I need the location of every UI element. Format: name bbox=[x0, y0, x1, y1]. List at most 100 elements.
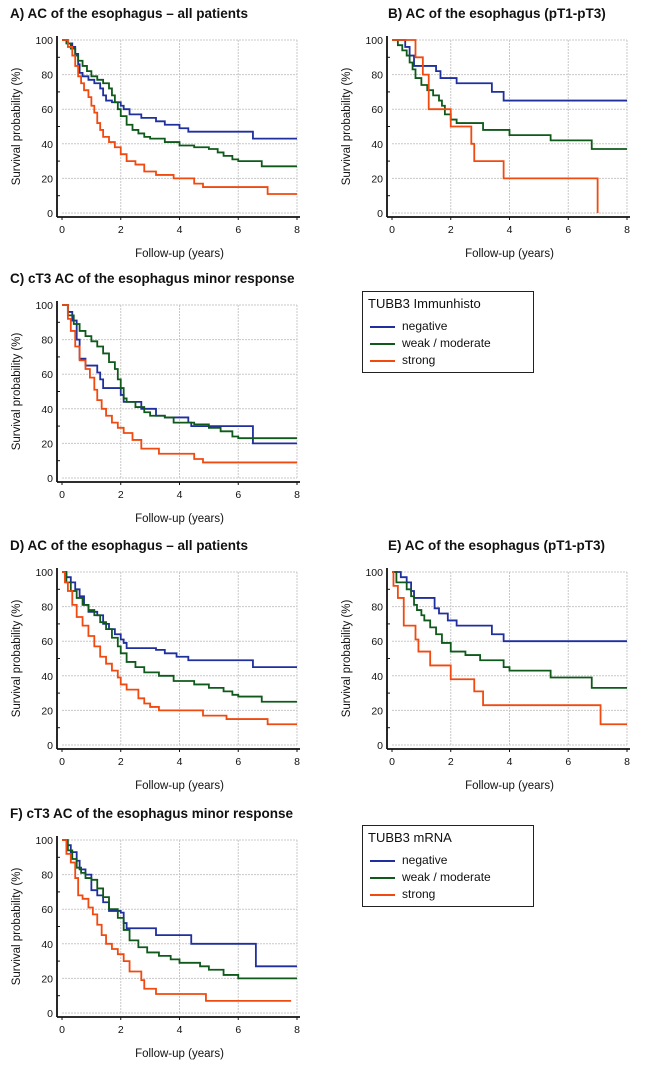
x-tick-label: 6 bbox=[565, 756, 571, 768]
y-tick-label: 40 bbox=[41, 139, 53, 151]
y-tick-label: 100 bbox=[35, 835, 53, 847]
panel-c: C) cT3 AC of the esophagus minor respons… bbox=[0, 265, 320, 530]
y-tick-label: 60 bbox=[41, 104, 53, 116]
y-axis-label: Survival probability (%) bbox=[11, 333, 23, 451]
x-tick-label: 0 bbox=[389, 756, 395, 768]
survival-curve-strong bbox=[62, 39, 297, 195]
x-axis-label: Follow-up (years) bbox=[135, 1048, 224, 1060]
x-tick-label: 8 bbox=[624, 756, 630, 768]
chart-title: A) AC of the esophagus – all patients bbox=[10, 6, 249, 21]
x-tick-label: 8 bbox=[294, 489, 300, 501]
y-axis-label: Survival probability (%) bbox=[11, 868, 23, 986]
legend-swatch-weak-moderate bbox=[370, 343, 395, 345]
km-chart-c: 0 20 40 60 80 100 0 2 4 6 8 Follow-up (years) Surviv… bbox=[11, 300, 300, 525]
y-tick-label: 20 bbox=[41, 973, 53, 985]
y-axis-label: Survival probability (%) bbox=[11, 68, 23, 186]
survival-curve-negative bbox=[62, 571, 297, 669]
y-tick-label: 0 bbox=[377, 208, 383, 220]
y-tick-label: 80 bbox=[41, 70, 53, 82]
survival-curve-weak-moderate bbox=[62, 39, 297, 168]
legend-swatch-strong bbox=[370, 360, 395, 362]
y-tick-label: 0 bbox=[377, 740, 383, 752]
x-tick-label: 4 bbox=[177, 224, 183, 236]
y-tick-label: 80 bbox=[41, 602, 53, 614]
legend-swatch-negative bbox=[370, 860, 395, 862]
km-chart-f: 0 20 40 60 80 100 0 2 4 6 8 Follow-up (years) Surviv… bbox=[11, 835, 300, 1060]
y-tick-label: 80 bbox=[371, 70, 383, 82]
legend-title: TUBB3 mRNA bbox=[368, 830, 452, 845]
y-tick-label: 60 bbox=[41, 904, 53, 916]
x-tick-label: 8 bbox=[294, 224, 300, 236]
y-tick-label: 0 bbox=[47, 740, 53, 752]
chart-title: F) cT3 AC of the esophagus minor respons… bbox=[10, 806, 294, 821]
km-chart-b: 0 20 40 60 80 100 0 2 4 6 8 Follow-up (years) Surviv… bbox=[341, 35, 630, 260]
y-axis-label: Survival probability (%) bbox=[341, 68, 353, 186]
survival-curve-strong bbox=[62, 304, 297, 464]
x-axis-label: Follow-up (years) bbox=[465, 780, 554, 792]
x-tick-label: 8 bbox=[294, 1024, 300, 1036]
legend-label: weak / moderate bbox=[402, 336, 491, 350]
survival-curve-weak-moderate bbox=[62, 839, 297, 980]
survival-curve-weak-moderate bbox=[392, 39, 627, 150]
y-tick-label: 100 bbox=[35, 300, 53, 312]
x-tick-label: 2 bbox=[118, 1024, 124, 1036]
y-tick-label: 0 bbox=[47, 208, 53, 220]
km-chart-a: 0 20 40 60 80 100 0 2 4 6 8 Follow-up (years) Surviv… bbox=[11, 35, 300, 260]
y-tick-label: 100 bbox=[35, 567, 53, 579]
y-tick-label: 20 bbox=[371, 173, 383, 185]
x-axis-label: Follow-up (years) bbox=[465, 248, 554, 260]
x-tick-label: 8 bbox=[294, 756, 300, 768]
x-axis-label: Follow-up (years) bbox=[135, 780, 224, 792]
legend-swatch-weak-moderate bbox=[370, 877, 395, 879]
legend-swatch-negative bbox=[370, 326, 395, 328]
x-tick-label: 0 bbox=[59, 489, 65, 501]
x-tick-label: 6 bbox=[235, 224, 241, 236]
x-tick-label: 2 bbox=[118, 489, 124, 501]
panel-d: D) AC of the esophagus – all patients 0 2… bbox=[0, 532, 320, 797]
x-tick-label: 2 bbox=[448, 224, 454, 236]
x-tick-label: 8 bbox=[624, 224, 630, 236]
x-tick-label: 6 bbox=[235, 489, 241, 501]
legend-label: negative bbox=[402, 319, 448, 333]
y-tick-label: 60 bbox=[41, 369, 53, 381]
y-tick-label: 60 bbox=[371, 636, 383, 648]
km-chart-d: 0 20 40 60 80 100 0 2 4 6 8 Follow-up (years) Surviv… bbox=[11, 567, 300, 792]
chart-title: D) AC of the esophagus – all patients bbox=[10, 538, 249, 553]
legend-label: weak / moderate bbox=[402, 870, 491, 884]
x-tick-label: 6 bbox=[565, 224, 571, 236]
panel-b: B) AC of the esophagus (pT1-pT3) 0 20 40 60… bbox=[330, 0, 650, 265]
legend-label: negative bbox=[402, 853, 448, 867]
survival-curve-strong bbox=[392, 39, 599, 213]
x-tick-label: 4 bbox=[177, 489, 183, 501]
y-tick-label: 0 bbox=[47, 473, 53, 485]
panel-f: F) cT3 AC of the esophagus minor respons… bbox=[0, 800, 320, 1065]
legend-swatch-strong bbox=[370, 894, 395, 896]
chart-title: C) cT3 AC of the esophagus minor respons… bbox=[10, 271, 295, 286]
survival-curve-negative bbox=[392, 571, 627, 643]
y-tick-label: 60 bbox=[371, 104, 383, 116]
x-tick-label: 6 bbox=[235, 1024, 241, 1036]
y-tick-label: 20 bbox=[41, 173, 53, 185]
legend-title: TUBB3 Immunhisto bbox=[368, 296, 481, 311]
y-tick-label: 80 bbox=[41, 870, 53, 882]
x-tick-label: 2 bbox=[448, 756, 454, 768]
survival-curve-negative bbox=[62, 839, 297, 968]
x-tick-label: 0 bbox=[59, 756, 65, 768]
survival-curve-weak-moderate bbox=[62, 304, 297, 440]
survival-curve-strong bbox=[62, 839, 292, 1002]
legend-label: strong bbox=[402, 887, 436, 901]
y-tick-label: 20 bbox=[41, 705, 53, 717]
survival-curve-weak-moderate bbox=[392, 571, 627, 689]
y-tick-label: 0 bbox=[47, 1008, 53, 1020]
survival-curve-strong bbox=[62, 571, 297, 726]
survival-curve-negative bbox=[392, 39, 627, 102]
y-tick-label: 60 bbox=[41, 636, 53, 648]
y-tick-label: 40 bbox=[371, 671, 383, 683]
y-axis-label: Survival probability (%) bbox=[341, 600, 353, 718]
y-tick-label: 40 bbox=[371, 139, 383, 151]
x-tick-label: 2 bbox=[118, 224, 124, 236]
x-axis-label: Follow-up (years) bbox=[135, 248, 224, 260]
survival-curve-strong bbox=[392, 571, 627, 726]
x-axis-label: Follow-up (years) bbox=[135, 513, 224, 525]
x-tick-label: 0 bbox=[389, 224, 395, 236]
